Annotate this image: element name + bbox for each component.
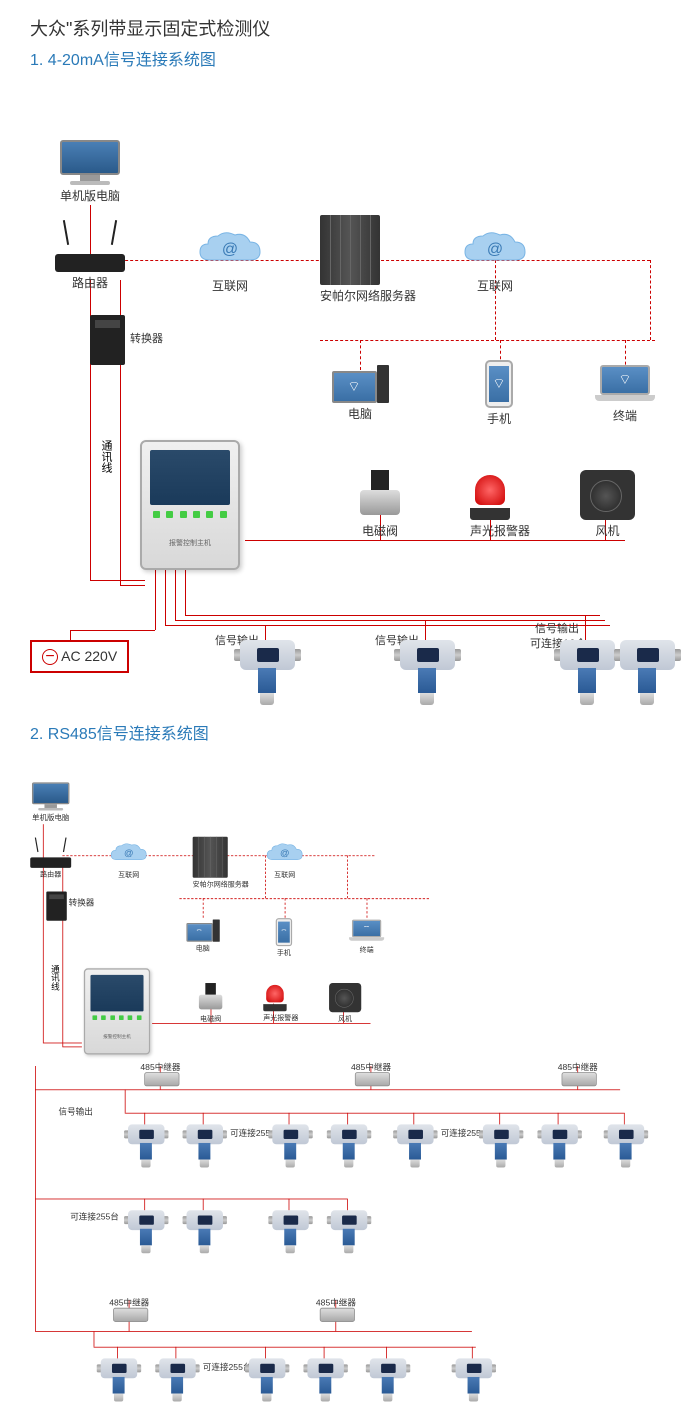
sensor-1 [240,640,295,705]
svg-text:@: @ [487,241,503,258]
internet-label-1: 互联网 [195,277,265,294]
sensor-r1-4 [331,1124,367,1167]
sensor-r2-1 [128,1210,164,1253]
sensor-r2-2 [187,1210,223,1253]
sensor-r1-6 [483,1124,519,1167]
standalone-pc-2: 单机版电脑 [32,782,69,822]
converter-label: 转换器 [130,330,163,346]
internet-cloud-1: @ 互联网 [195,230,265,294]
computer-label-2: 电脑 [185,943,220,953]
repeater-1 [144,1072,179,1086]
server-label: 安帕尔网络服务器 [320,287,416,304]
controller-2: 报警控制主机 [84,968,150,1054]
repeater-3 [562,1072,597,1086]
repeater-label-4: 485中继器 [109,1296,149,1308]
computer-2: ⌔ 电脑 [185,919,220,952]
terminal-label-2: 终端 [349,944,384,954]
repeater-label-5: 485中继器 [316,1296,356,1308]
server-label-2: 安帕尔网络服务器 [193,879,249,889]
controller-text: 报警控制主机 [150,538,230,548]
c255-3: 可连接255台 [70,1210,119,1222]
repeater-label-1: 485中继器 [140,1061,180,1073]
repeater-2 [355,1072,390,1086]
phone-2: ⌔ 手机 [276,918,292,957]
converter-2 [46,891,66,920]
svg-text:@: @ [280,848,290,858]
fan-2: 风机 [329,983,361,1023]
terminal-label: 终端 [595,407,655,424]
sensor-r3-3 [249,1358,285,1401]
repeater-5 [320,1308,355,1322]
comm-line-label-2: 通讯线 [48,965,60,991]
internet-cloud-2: @ 互联网 [460,230,530,294]
phone-label: 手机 [485,410,513,427]
repeater-4 [113,1308,148,1322]
diagram-rs485: 单机版电脑 路由器 @ 互联网 安帕尔网络服务器 @ 互联网 转换器 ⌔ 电脑 … [0,754,700,1269]
sensor-r1-3 [272,1124,308,1167]
sensor-r3-5 [370,1358,406,1401]
cloud-2a: @ 互联网 [108,842,149,879]
signal-out-2: 信号输出 [58,1105,92,1117]
router-2: 路由器 [30,852,71,879]
sensor-r1-5 [397,1124,433,1167]
ac-power-box: − AC 220V [30,640,129,673]
alarm-label-2: 声光报警器 [263,1012,298,1022]
svg-text:@: @ [222,241,238,258]
section2-title: 2. RS485信号连接系统图 [0,700,700,754]
sensor-3 [560,640,615,705]
internet-label-2a: 互联网 [108,870,149,880]
valve-icon: 电磁阀 [360,470,400,539]
svg-text:@: @ [124,848,134,858]
sensor-r1-1 [128,1124,164,1167]
standalone-pc-icon: 单机版电脑 [60,140,120,204]
sensor-r3-2 [159,1358,195,1401]
fan-label: 风机 [580,522,635,539]
repeater-label-2: 485中继器 [351,1061,391,1073]
cloud-2b: @ 互联网 [264,842,305,879]
sensor-2 [400,640,455,705]
valve-label-2: 电磁阀 [199,1013,222,1023]
sensor-r1-8 [608,1124,644,1167]
ac-label: AC 220V [61,648,117,664]
alarm-icon: 声光报警器 [470,475,530,539]
sensor-4 [620,640,675,705]
phone-icon: ⌔ 手机 [485,360,513,427]
alarm-2: 声光报警器 [263,985,298,1022]
fan-icon: 风机 [580,470,635,539]
section1-title: 1. 4-20mA信号连接系统图 [0,46,700,80]
sensor-r1-7 [541,1124,577,1167]
diagram-4-20ma: 单机版电脑 路由器 @ 互联网 安帕尔网络服务器 @ 互联网 转换器 通讯线 ⌔… [0,80,700,700]
sensor-r3-1 [101,1358,137,1401]
phone-label-2: 手机 [276,947,292,957]
computer-icon: ⌔ 电脑 [330,365,390,422]
converter-icon [90,315,125,365]
signal-out-3: 信号输出 [535,620,579,636]
repeater-label-3: 485中继器 [558,1061,598,1073]
sensor-r3-6 [456,1358,492,1401]
alarm-label: 声光报警器 [470,522,530,539]
controller-text-2: 报警控制主机 [90,1033,143,1040]
sensor-r2-3 [272,1210,308,1253]
sensor-r3-4 [307,1358,343,1401]
internet-label-2: 互联网 [460,277,530,294]
fan-label-2: 风机 [329,1013,361,1023]
sensor-r2-4 [331,1210,367,1253]
server-icon: 安帕尔网络服务器 [320,215,416,304]
computer-label: 电脑 [330,405,390,422]
server-2: 安帕尔网络服务器 [193,837,249,889]
pc-label-2: 单机版电脑 [32,812,69,823]
main-title: 大众"系列带显示固定式检测仪 [0,0,700,46]
valve-2: 电磁阀 [199,983,222,1023]
valve-label: 电磁阀 [360,522,400,539]
internet-label-2b: 互联网 [264,870,305,880]
terminal-2: ⌔ 终端 [349,920,384,955]
sensor-r1-2 [187,1124,223,1167]
comm-line-label: 通讯线 [98,440,114,473]
router-icon: 路由器 [55,245,125,291]
converter-label-2: 转换器 [69,896,95,908]
controller-icon: 报警控制主机 [140,440,240,570]
terminal-icon: ⌔ 终端 [595,365,655,424]
standalone-pc-label: 单机版电脑 [60,187,120,204]
